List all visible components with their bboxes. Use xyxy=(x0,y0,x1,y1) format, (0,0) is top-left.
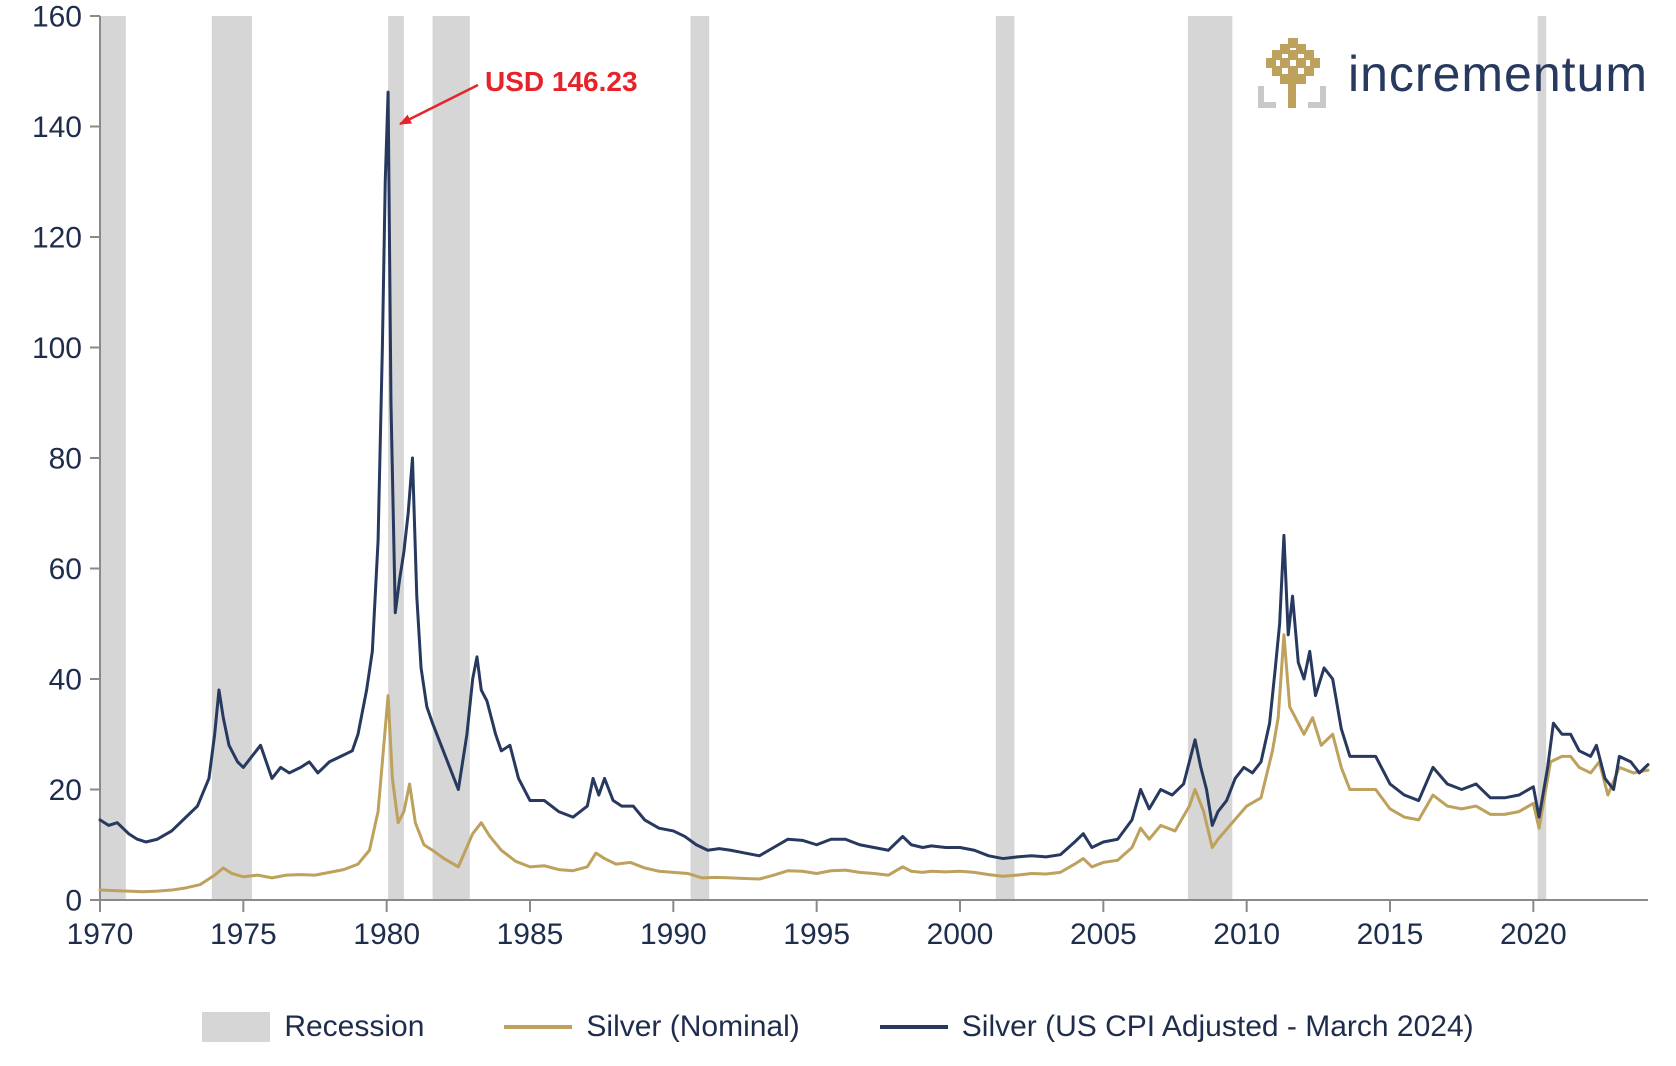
y-tick-label: 20 xyxy=(49,774,82,807)
legend-label: Silver (US CPI Adjusted - March 2024) xyxy=(962,1010,1474,1044)
legend: Recession Silver (Nominal) Silver (US CPI … xyxy=(0,1010,1676,1044)
legend-label: Silver (Nominal) xyxy=(586,1010,799,1044)
legend-swatch-line xyxy=(504,1025,572,1029)
x-tick-label: 1995 xyxy=(783,918,850,951)
legend-item: Silver (Nominal) xyxy=(504,1010,799,1044)
legend-swatch-rect xyxy=(202,1012,270,1042)
y-tick-label: 100 xyxy=(32,332,82,365)
x-tick-label: 1990 xyxy=(640,918,707,951)
x-tick-label: 2005 xyxy=(1070,918,1137,951)
chart-container: 0 20 40 60 80 100 120 140 160 1970 1975 1980 1985 199… xyxy=(0,0,1676,1066)
y-tick-label: 160 xyxy=(32,1,82,34)
recession-band xyxy=(996,16,1015,900)
brand-text: incrementum xyxy=(1348,45,1648,103)
legend-item: Silver (US CPI Adjusted - March 2024) xyxy=(880,1010,1474,1044)
recession-band xyxy=(100,16,126,900)
brand-logo: incrementum xyxy=(1252,34,1648,114)
legend-item: Recession xyxy=(202,1010,424,1044)
recession-band xyxy=(1538,16,1547,900)
x-tick-label: 2010 xyxy=(1213,918,1280,951)
x-tick-label: 2015 xyxy=(1357,918,1424,951)
line-silver-cpi xyxy=(100,92,1648,858)
recession-band xyxy=(212,16,252,900)
x-tick-label: 2000 xyxy=(927,918,994,951)
y-tick-label: 120 xyxy=(32,222,82,255)
x-tick-label: 1985 xyxy=(497,918,564,951)
line-silver-nominal xyxy=(100,635,1648,892)
y-tick-label: 40 xyxy=(49,664,82,697)
x-tick-label: 1980 xyxy=(353,918,420,951)
legend-swatch-line xyxy=(880,1025,948,1029)
legend-label: Recession xyxy=(284,1010,424,1044)
x-tick-label: 1970 xyxy=(67,918,134,951)
tree-icon xyxy=(1252,34,1332,114)
recession-bands xyxy=(100,16,1546,900)
chart-svg: 0 20 40 60 80 100 120 140 160 1970 1975 1980 1985 199… xyxy=(0,0,1676,1066)
y-tick-label: 0 xyxy=(65,885,82,918)
recession-band xyxy=(691,16,710,900)
y-tick-label: 60 xyxy=(49,553,82,586)
y-tick-label: 80 xyxy=(49,443,82,476)
peak-annotation-label: USD 146.23 xyxy=(485,66,638,98)
x-tick-label: 1975 xyxy=(210,918,277,951)
y-tick-label: 140 xyxy=(32,111,82,144)
recession-band xyxy=(1188,16,1232,900)
x-tick-label: 2020 xyxy=(1500,918,1567,951)
